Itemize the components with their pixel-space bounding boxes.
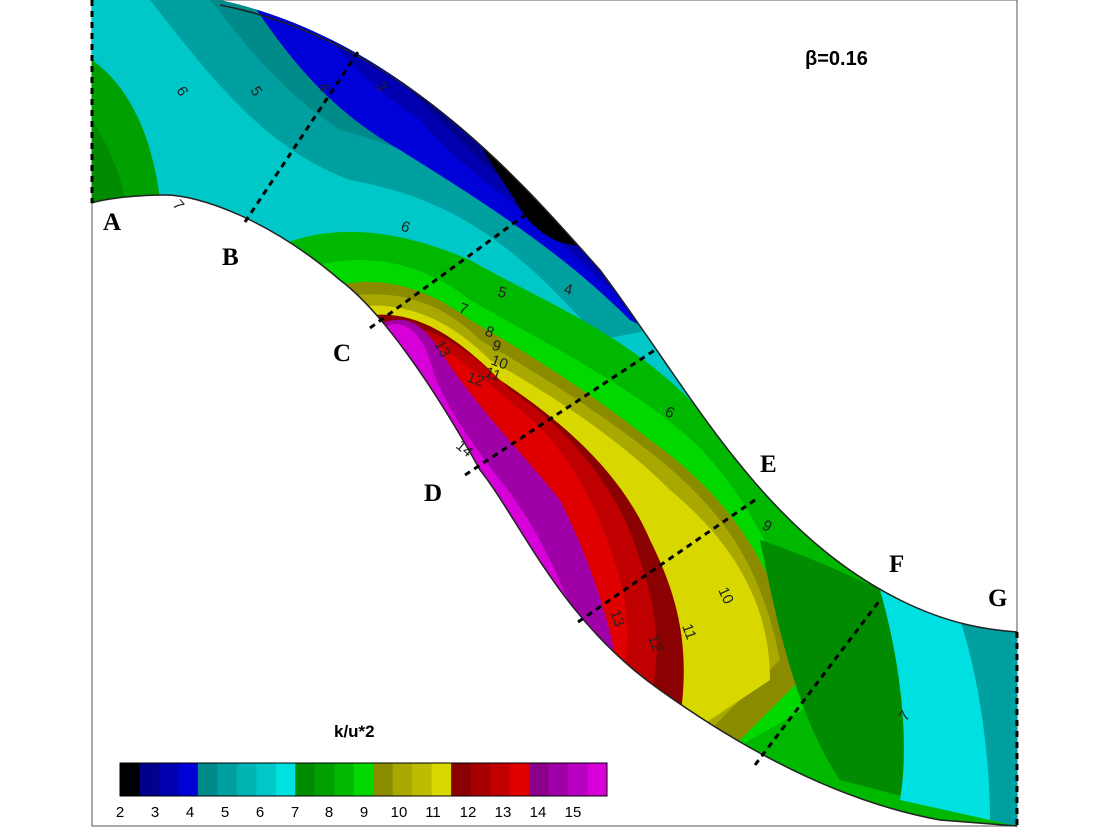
colorbar-tick-label: 4 bbox=[186, 804, 194, 821]
colorbar-swatch bbox=[139, 763, 160, 796]
colorbar-swatch bbox=[470, 763, 491, 796]
colorbar-swatch bbox=[490, 763, 511, 796]
colorbar-swatch bbox=[587, 763, 608, 796]
colorbar-swatch bbox=[217, 763, 238, 796]
colorbar-ticks: 2 3 4 5 6 7 8 9 10 11 12 13 14 15 bbox=[116, 804, 582, 821]
contour-label: 11 bbox=[678, 622, 699, 642]
colorbar-tick-label: 11 bbox=[425, 804, 441, 821]
colorbar-tick-label: 12 bbox=[460, 804, 477, 821]
colorbar-tick-label: 8 bbox=[325, 804, 333, 821]
colorbar-tick-label: 14 bbox=[530, 804, 547, 821]
colorbar-swatch bbox=[120, 763, 140, 796]
colorbar-swatch bbox=[353, 763, 374, 796]
colorbar-tick-label: 2 bbox=[116, 804, 124, 821]
colorbar-tick-label: 7 bbox=[291, 804, 299, 821]
contour-field bbox=[92, 0, 1017, 826]
colorbar-swatch bbox=[529, 763, 550, 796]
colorbar-swatch bbox=[236, 763, 257, 796]
colorbar-title: k/u*2 bbox=[334, 722, 375, 741]
section-label-e: E bbox=[760, 451, 777, 478]
outer-wall bbox=[219, 4, 1018, 633]
section-line-e bbox=[577, 498, 756, 624]
contour-label: 10 bbox=[489, 352, 510, 374]
colorbar-tick-label: 10 bbox=[391, 804, 408, 821]
colorbar-swatch bbox=[509, 763, 530, 796]
section-label-b: B bbox=[222, 244, 239, 271]
colorbar-swatch bbox=[256, 763, 277, 796]
colorbar-swatch bbox=[392, 763, 413, 796]
colorbar-swatch bbox=[178, 763, 199, 796]
plot-frame bbox=[91, 0, 1018, 827]
section-line-c bbox=[369, 213, 526, 330]
section-label-a: A bbox=[103, 209, 121, 236]
section-label-g: G bbox=[988, 585, 1007, 612]
colorbar-swatch bbox=[431, 763, 452, 796]
colorbar-tick-label: 15 bbox=[565, 804, 582, 821]
colorbar-swatch bbox=[548, 763, 569, 796]
colorbar-swatch bbox=[314, 763, 335, 796]
contour-label: 10 bbox=[714, 585, 736, 607]
colorbar-swatch bbox=[295, 763, 316, 796]
contour-label: 12 bbox=[644, 633, 666, 654]
colorbar-swatch bbox=[334, 763, 355, 796]
section-line-d bbox=[464, 348, 656, 477]
colorbar-swatch bbox=[451, 763, 472, 796]
contour-label: 13 bbox=[606, 608, 628, 629]
colorbar-swatch bbox=[412, 763, 433, 796]
colorbar-tick-label: 6 bbox=[256, 804, 264, 821]
colorbar bbox=[119, 762, 608, 797]
section-line-f bbox=[753, 599, 882, 766]
contour-label: 13 bbox=[431, 338, 454, 361]
colorbar-swatch bbox=[158, 763, 179, 796]
colorbar-tick-label: 3 bbox=[151, 804, 159, 821]
contour-label: 11 bbox=[483, 364, 503, 385]
colorbar-tick-label: 13 bbox=[495, 804, 512, 821]
colorbar-swatch bbox=[373, 763, 394, 796]
section-label-c: C bbox=[333, 340, 351, 367]
section-label-d: D bbox=[424, 480, 442, 507]
inner-wall bbox=[91, 194, 1018, 827]
colorbar-frame bbox=[119, 762, 608, 797]
colorbar-swatch bbox=[568, 763, 589, 796]
colorbar-swatch bbox=[275, 763, 296, 796]
beta-annotation: β=0.16 bbox=[805, 48, 868, 70]
colorbar-tick-label: 9 bbox=[360, 804, 368, 821]
colorbar-tick-label: 5 bbox=[221, 804, 229, 821]
section-label-f: F bbox=[889, 551, 904, 578]
section-line-b bbox=[243, 51, 360, 223]
colorbar-swatch bbox=[197, 763, 218, 796]
contour-label: 12 bbox=[465, 369, 486, 391]
contour-label: 7 bbox=[169, 197, 187, 214]
